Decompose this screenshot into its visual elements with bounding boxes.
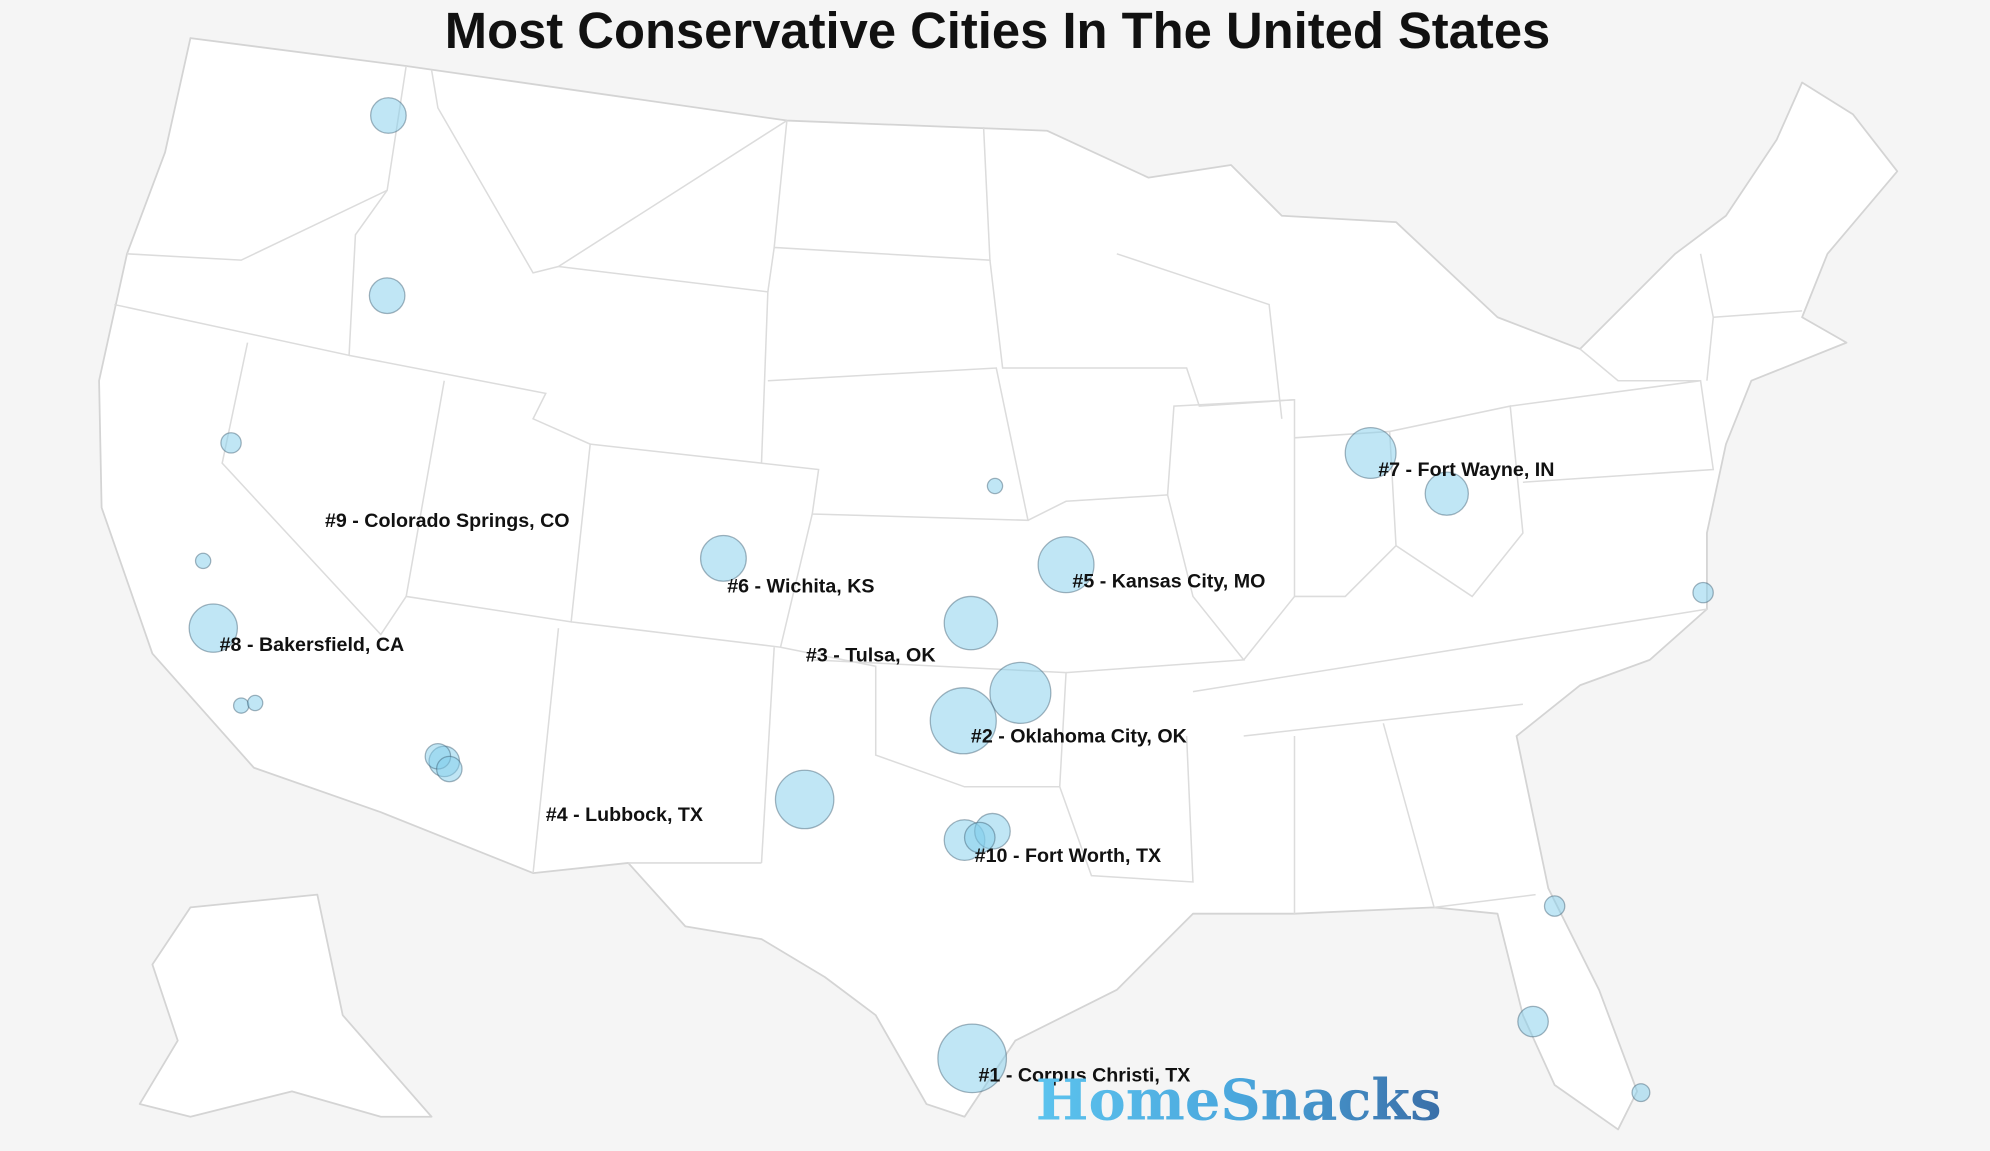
city-bubble [435,755,463,783]
city-bubble [1344,427,1397,480]
city-bubble [774,769,835,830]
city-bubble [1424,471,1469,516]
city-bubble [194,552,212,570]
state-borders [114,65,1803,914]
city-bubble [1692,581,1714,604]
city-label: #6 - Wichita, KS [727,576,874,598]
city-bubble [1543,895,1566,917]
city-bubble [188,603,239,653]
city-bubble [1517,1005,1549,1038]
city-label: #5 - Kansas City, MO [1072,571,1265,593]
city-bubble [246,694,264,712]
city-bubble [963,821,996,854]
city-label: #1 - Corpus Christi, TX [979,1064,1191,1086]
city-bubble [929,687,997,755]
city-label: #4 - Lubbock, TX [546,804,703,826]
city-bubbles [188,97,1714,1103]
city-label: #7 - Fort Wayne, IN [1378,459,1554,481]
map-title: Most Conservative Cities In The United S… [445,2,1550,59]
city-bubble [232,697,250,714]
city-label: #10 - Fort Worth, TX [975,845,1161,867]
city-bubble [370,97,407,134]
city-bubble [699,534,747,582]
contiguous-us [98,37,1899,1131]
city-label: #3 - Tulsa, OK [806,644,936,666]
city-bubble [989,661,1052,724]
city-bubble [1631,1083,1651,1103]
city-bubble [220,432,242,454]
city-label: #9 - Colorado Springs, CO [325,510,570,532]
city-bubble [1037,536,1095,594]
city-bubble [937,1023,1008,1094]
alaska [138,893,433,1118]
city-labels: #9 - Colorado Springs, CO #6 - Wichita, K… [220,459,1555,1086]
city-label: #2 - Oklahoma City, OK [971,725,1188,747]
brand-logo: HomeSnacks [1036,1068,1442,1133]
city-label: #8 - Bakersfield, CA [220,634,405,656]
city-bubble [368,277,406,315]
city-bubble [986,477,1004,495]
city-bubble [943,595,999,651]
